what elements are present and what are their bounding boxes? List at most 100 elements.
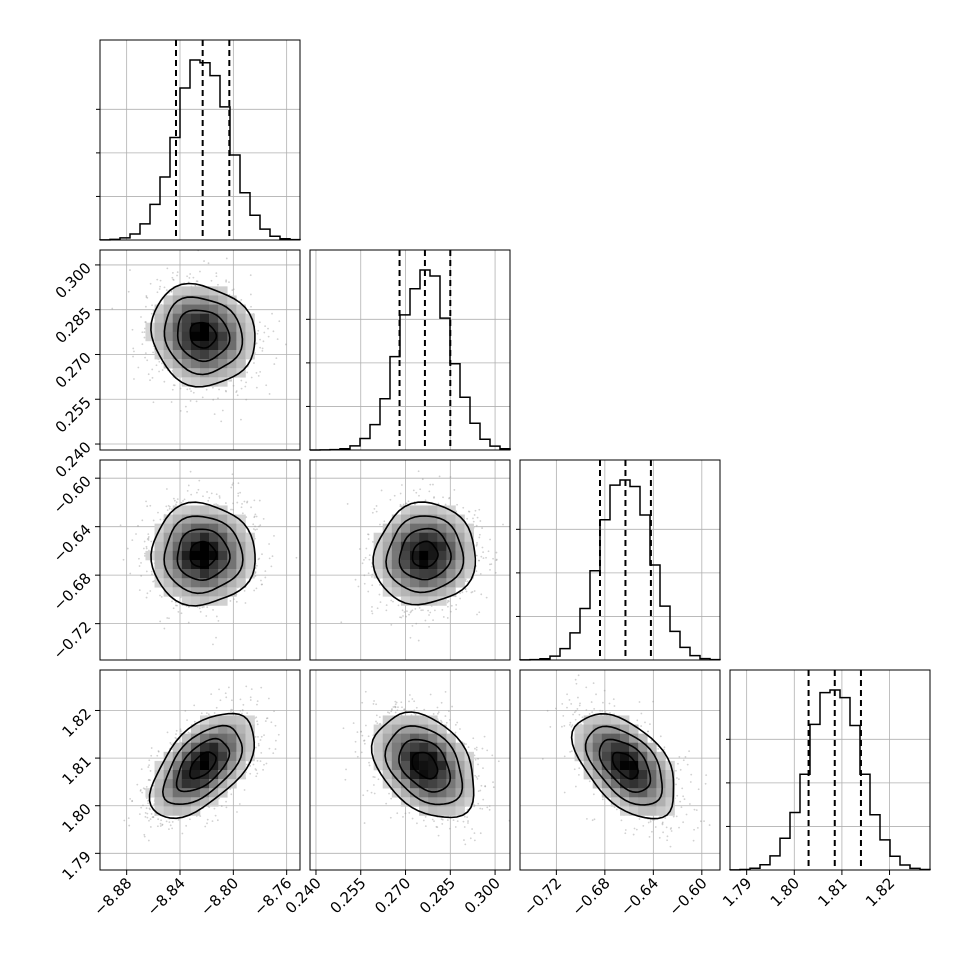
sample-point xyxy=(166,267,169,270)
density-cell xyxy=(163,578,174,588)
panel-frame xyxy=(309,249,511,451)
density-cell xyxy=(236,578,246,588)
panel-2d-3-0 xyxy=(99,669,301,871)
density-cell xyxy=(227,295,237,305)
sample-point xyxy=(142,547,145,550)
density-cell xyxy=(419,550,429,561)
panel-background xyxy=(520,460,720,660)
sample-point xyxy=(390,599,393,602)
density-cell xyxy=(172,578,183,588)
sample-point xyxy=(192,276,195,279)
density-cell xyxy=(218,322,228,333)
density-cell xyxy=(437,550,447,561)
sample-point xyxy=(478,611,481,614)
sample-point xyxy=(137,366,140,369)
sample-point xyxy=(367,590,370,593)
sample-point xyxy=(267,327,269,330)
density-cell xyxy=(236,569,246,579)
density-cell xyxy=(154,532,164,543)
sample-point xyxy=(371,511,374,514)
density-cell xyxy=(181,560,192,570)
sample-point xyxy=(241,503,243,505)
sample-point xyxy=(220,805,223,807)
sample-point xyxy=(399,503,402,506)
sample-point xyxy=(274,739,277,742)
density-cell xyxy=(172,541,183,552)
sample-point xyxy=(259,370,262,373)
density-cell xyxy=(218,295,228,305)
density-cell xyxy=(190,569,201,579)
density-cell xyxy=(245,350,255,360)
sample-point xyxy=(188,606,190,608)
sample-point xyxy=(156,278,159,281)
density-cell xyxy=(410,550,420,561)
sample-point xyxy=(478,559,481,562)
sample-point xyxy=(143,554,146,557)
sample-point xyxy=(261,583,264,586)
density-cell xyxy=(400,550,411,561)
sample-point xyxy=(152,401,155,404)
density-cell xyxy=(172,286,183,296)
sample-point xyxy=(159,594,161,597)
density-cell xyxy=(181,532,192,543)
density-cell xyxy=(154,340,164,351)
sample-point xyxy=(263,331,266,334)
sample-point xyxy=(422,609,424,612)
density-cell xyxy=(190,331,201,342)
sample-point xyxy=(169,742,172,744)
sample-point xyxy=(150,312,153,315)
sample-point xyxy=(482,551,485,554)
density-cell xyxy=(209,560,219,570)
sample-point xyxy=(171,388,174,391)
density-cell xyxy=(200,331,210,342)
density-cell xyxy=(218,523,228,534)
sample-point xyxy=(160,595,163,598)
sample-point xyxy=(464,578,467,581)
sample-point xyxy=(133,350,135,353)
sample-point xyxy=(171,271,174,274)
density-cell xyxy=(236,340,246,351)
density-cell xyxy=(391,532,402,543)
sample-point xyxy=(273,363,276,365)
density-cell xyxy=(181,304,192,314)
sample-point xyxy=(429,611,432,614)
sample-point xyxy=(256,723,259,726)
sample-point xyxy=(474,509,477,512)
sample-point xyxy=(201,606,204,609)
density-cell xyxy=(410,532,420,543)
contour-0 xyxy=(189,540,218,568)
sample-point xyxy=(186,719,188,722)
contour-0 xyxy=(411,540,439,568)
sample-point xyxy=(405,615,407,618)
sample-point xyxy=(219,699,222,702)
panel-frame xyxy=(99,249,301,451)
sample-point xyxy=(228,293,231,296)
sample-point xyxy=(158,288,161,290)
density-cell xyxy=(464,532,474,543)
sample-point xyxy=(437,502,440,505)
density-cell xyxy=(245,322,255,333)
sample-point xyxy=(267,335,270,338)
sample-point xyxy=(171,508,173,511)
sample-point xyxy=(258,499,261,502)
density-cell xyxy=(163,550,174,561)
density-cell xyxy=(455,578,465,588)
sample-point xyxy=(368,554,371,556)
sample-point xyxy=(476,543,478,546)
sample-point xyxy=(146,296,149,299)
sample-point xyxy=(476,516,479,519)
sample-point xyxy=(189,387,191,390)
density-cell xyxy=(245,550,255,561)
sample-point xyxy=(482,557,485,560)
density-cell xyxy=(163,313,174,324)
sample-point xyxy=(150,570,153,573)
density-cell xyxy=(154,560,164,570)
sample-point xyxy=(210,492,213,495)
sample-point xyxy=(433,496,435,498)
density-cell xyxy=(227,541,237,552)
sample-point xyxy=(424,619,427,622)
panel-2d-2-0 xyxy=(99,459,301,661)
density-cell xyxy=(236,359,246,369)
density-cell xyxy=(200,550,210,561)
density-cell xyxy=(154,322,164,333)
